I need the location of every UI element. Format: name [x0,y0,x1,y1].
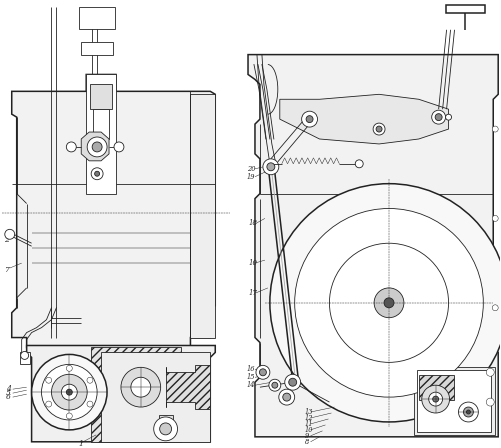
Bar [413,367,494,435]
Polygon shape [27,345,215,442]
Text: 12: 12 [304,414,313,422]
Circle shape [457,402,477,422]
Circle shape [131,377,150,397]
Circle shape [485,368,493,376]
Circle shape [92,142,102,152]
Text: 13: 13 [304,408,313,416]
Circle shape [445,114,450,120]
Circle shape [256,366,270,379]
Circle shape [434,114,441,121]
Text: 14: 14 [246,381,255,389]
Circle shape [66,389,72,395]
Circle shape [375,126,381,132]
Circle shape [294,208,482,397]
Text: 20: 20 [246,165,255,173]
Circle shape [114,142,124,152]
Circle shape [428,392,442,406]
Bar [81,42,113,55]
Circle shape [269,379,280,391]
Circle shape [259,369,266,376]
Bar [93,109,109,139]
Circle shape [421,385,449,413]
Circle shape [432,396,438,402]
Text: 1: 1 [79,440,84,448]
Text: 6: 6 [6,393,11,401]
Text: 11: 11 [304,420,313,428]
Circle shape [61,384,77,400]
Polygon shape [279,95,448,144]
Circle shape [462,407,472,417]
Text: 4: 4 [6,385,11,393]
Circle shape [272,382,277,388]
Text: 19: 19 [246,173,255,181]
Circle shape [372,123,384,135]
Bar [101,353,210,442]
Text: 18: 18 [247,220,257,228]
Circle shape [91,168,103,180]
Text: 15: 15 [246,373,255,381]
Circle shape [121,367,160,407]
Circle shape [46,401,52,407]
Bar [416,370,490,432]
Bar [79,7,115,29]
Polygon shape [165,366,210,409]
Bar [445,5,484,13]
Bar [86,74,116,194]
Circle shape [87,377,93,383]
Text: 10: 10 [247,259,257,267]
Bar [20,353,30,364]
Circle shape [329,243,448,362]
Text: 10: 10 [304,426,313,434]
Circle shape [263,159,278,175]
Text: 17: 17 [247,289,257,297]
Circle shape [284,374,300,390]
Bar [91,348,180,442]
Circle shape [282,393,290,401]
Polygon shape [247,55,497,437]
Bar [418,375,452,400]
Polygon shape [81,132,109,161]
Circle shape [87,401,93,407]
Circle shape [431,110,445,124]
Circle shape [270,184,501,422]
Circle shape [159,423,171,435]
Circle shape [355,160,362,168]
Polygon shape [12,74,215,348]
Circle shape [288,378,296,386]
Circle shape [278,389,294,405]
Circle shape [42,364,97,420]
Circle shape [306,116,313,123]
Text: 2: 2 [4,236,9,244]
Circle shape [491,126,497,132]
Circle shape [5,229,15,239]
Text: 9: 9 [304,432,308,440]
Circle shape [95,171,99,176]
Circle shape [32,354,107,430]
Bar [90,84,112,109]
Circle shape [66,142,76,152]
Bar [190,95,215,337]
Circle shape [51,374,87,410]
Text: 8: 8 [304,438,308,446]
Bar [158,415,172,430]
Circle shape [267,163,274,171]
Circle shape [21,351,29,359]
Circle shape [373,288,403,318]
Circle shape [465,410,469,414]
Circle shape [485,398,493,406]
Circle shape [153,417,177,441]
Circle shape [87,137,107,157]
Circle shape [491,305,497,311]
Circle shape [491,215,497,221]
Circle shape [66,366,72,371]
Circle shape [46,377,52,383]
Text: 5: 5 [6,389,11,397]
Text: 7: 7 [4,266,9,274]
Circle shape [301,111,317,127]
Circle shape [66,413,72,419]
Text: 16: 16 [246,365,255,373]
Circle shape [383,298,393,308]
